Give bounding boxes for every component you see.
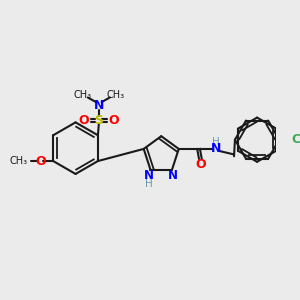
Text: O: O — [35, 154, 46, 168]
Text: N: N — [210, 142, 221, 155]
Text: N: N — [168, 169, 178, 182]
Text: H: H — [145, 179, 152, 189]
Text: O: O — [79, 114, 89, 127]
Text: Cl: Cl — [291, 133, 300, 146]
Text: CH₃: CH₃ — [73, 90, 91, 100]
Text: N: N — [94, 99, 104, 112]
Text: CH₃: CH₃ — [106, 90, 124, 100]
Text: H: H — [212, 136, 220, 146]
Text: S: S — [94, 114, 103, 127]
Text: O: O — [196, 158, 206, 171]
Text: N: N — [144, 169, 154, 182]
Text: CH₃: CH₃ — [9, 156, 27, 166]
Text: O: O — [108, 114, 119, 127]
